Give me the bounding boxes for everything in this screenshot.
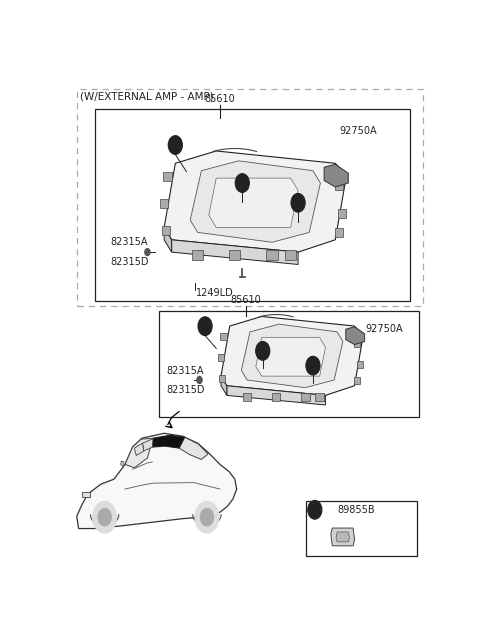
Bar — [357, 362, 363, 369]
Bar — [77, 89, 423, 306]
Text: 89855B: 89855B — [337, 504, 375, 515]
Bar — [162, 226, 170, 235]
Circle shape — [145, 249, 150, 256]
Polygon shape — [172, 240, 298, 265]
Polygon shape — [272, 394, 280, 401]
Circle shape — [235, 174, 249, 192]
Polygon shape — [209, 178, 298, 228]
Circle shape — [198, 317, 212, 335]
Polygon shape — [179, 437, 208, 460]
Polygon shape — [227, 386, 325, 405]
Text: 82315D: 82315D — [110, 256, 149, 267]
Bar — [335, 228, 343, 237]
Text: 82315A: 82315A — [110, 237, 148, 247]
Circle shape — [200, 508, 214, 526]
Text: 82315D: 82315D — [166, 385, 204, 395]
Text: (W/EXTERNAL AMP - AMP): (W/EXTERNAL AMP - AMP) — [81, 92, 214, 102]
Text: 82315A: 82315A — [166, 365, 204, 376]
Circle shape — [93, 501, 117, 533]
Circle shape — [256, 342, 270, 360]
Circle shape — [308, 501, 322, 519]
Polygon shape — [190, 161, 321, 242]
Text: a: a — [261, 346, 265, 355]
Polygon shape — [285, 249, 296, 260]
Text: 1249LD: 1249LD — [196, 288, 234, 297]
Polygon shape — [221, 317, 363, 395]
Bar — [338, 209, 347, 217]
Polygon shape — [192, 249, 203, 260]
Polygon shape — [77, 433, 237, 529]
Bar — [335, 181, 343, 190]
Text: 85610: 85610 — [204, 94, 235, 104]
Text: a: a — [296, 198, 300, 207]
Bar — [83, 492, 90, 497]
Bar — [219, 375, 225, 382]
Polygon shape — [301, 394, 310, 401]
Text: a: a — [312, 505, 317, 514]
Bar — [96, 109, 409, 301]
Polygon shape — [125, 438, 153, 468]
Bar — [163, 172, 172, 181]
Polygon shape — [143, 438, 153, 451]
Text: 92750A: 92750A — [339, 126, 377, 137]
Polygon shape — [241, 324, 343, 388]
Polygon shape — [120, 461, 124, 467]
Polygon shape — [324, 164, 348, 187]
Polygon shape — [243, 394, 252, 401]
Circle shape — [306, 356, 320, 375]
Polygon shape — [229, 249, 240, 260]
Text: 85610: 85610 — [230, 296, 262, 306]
Circle shape — [168, 136, 182, 154]
Text: a: a — [311, 361, 315, 370]
Bar — [354, 377, 360, 384]
Text: a: a — [203, 322, 207, 331]
Circle shape — [291, 194, 305, 212]
Bar — [160, 199, 168, 208]
Bar — [217, 354, 224, 361]
Polygon shape — [346, 327, 365, 345]
Polygon shape — [134, 443, 144, 456]
Bar — [220, 333, 227, 340]
Bar — [354, 340, 360, 347]
Bar — [158, 312, 419, 417]
Polygon shape — [164, 228, 172, 252]
Circle shape — [195, 501, 219, 533]
Polygon shape — [256, 338, 325, 376]
Polygon shape — [315, 394, 324, 401]
Text: 92750A: 92750A — [365, 324, 403, 334]
Text: a: a — [240, 179, 245, 188]
Polygon shape — [336, 532, 349, 542]
Polygon shape — [221, 376, 227, 395]
Circle shape — [98, 508, 111, 526]
Polygon shape — [152, 435, 185, 448]
Polygon shape — [331, 528, 355, 546]
Polygon shape — [266, 249, 277, 260]
Polygon shape — [164, 151, 347, 252]
Circle shape — [197, 376, 202, 383]
Bar — [305, 501, 417, 556]
Text: a: a — [173, 140, 178, 149]
